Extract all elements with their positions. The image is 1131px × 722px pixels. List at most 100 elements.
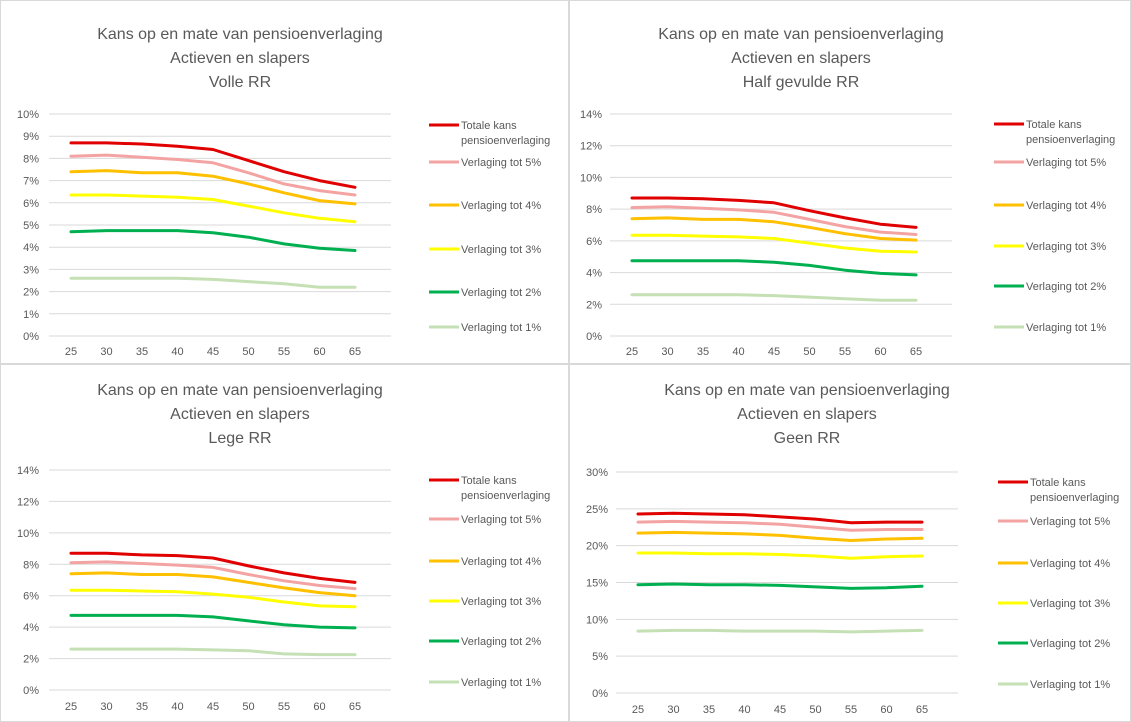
x-tick-label: 60 bbox=[874, 346, 886, 358]
y-tick-label: 2% bbox=[586, 299, 602, 311]
chart-title-line-3: Lege RR bbox=[208, 430, 271, 447]
x-tick-label: 45 bbox=[207, 346, 219, 358]
y-tick-label: 0% bbox=[592, 688, 608, 700]
x-tick-label: 50 bbox=[242, 346, 254, 358]
legend-label-verlaging-tot-5pct: Verlaging tot 5% bbox=[1030, 516, 1110, 528]
y-tick-label: 0% bbox=[586, 331, 602, 343]
y-tick-label: 15% bbox=[586, 578, 608, 590]
series-line-verlaging-tot-5pct bbox=[630, 205, 918, 236]
series-line-totale-kans-pensioenverlaging bbox=[69, 141, 357, 189]
x-tick-label: 55 bbox=[278, 701, 290, 713]
y-tick-label: 4% bbox=[23, 242, 39, 254]
y-tick-label: 2% bbox=[23, 654, 39, 666]
y-tick-label: 8% bbox=[586, 204, 602, 216]
x-tick-label: 55 bbox=[278, 346, 290, 358]
legend-label-verlaging-tot-5pct: Verlaging tot 5% bbox=[461, 514, 541, 526]
x-tick-label: 65 bbox=[349, 701, 361, 713]
chart-panel-volle-rr: Kans op en mate van pensioenverlaging Act… bbox=[1, 1, 568, 363]
y-tick-label: 9% bbox=[23, 131, 39, 143]
legend-label-totale-kans-pensioenverlaging: Totale kans pensioenverlaging bbox=[1026, 119, 1115, 146]
x-tick-label: 55 bbox=[845, 704, 857, 716]
y-tick-label: 30% bbox=[586, 467, 608, 479]
x-tick-label: 25 bbox=[626, 346, 638, 358]
series-line-verlaging-tot-3pct bbox=[630, 233, 918, 254]
series-line-totale-kans-pensioenverlaging bbox=[69, 551, 357, 584]
series-line-verlaging-tot-5pct bbox=[69, 153, 357, 197]
series-line-verlaging-tot-5pct bbox=[69, 560, 357, 591]
chart-title-line-2: Actieven en slapers bbox=[731, 50, 871, 67]
y-tick-label: 5% bbox=[23, 220, 39, 232]
y-tick-label: 2% bbox=[23, 287, 39, 299]
series-line-verlaging-tot-1pct bbox=[636, 628, 924, 634]
x-tick-label: 40 bbox=[171, 346, 183, 358]
x-tick-label: 65 bbox=[349, 346, 361, 358]
x-tick-label: 40 bbox=[732, 346, 744, 358]
chart-title-line-3: Half gevulde RR bbox=[743, 74, 860, 91]
series-line-verlaging-tot-1pct bbox=[69, 276, 357, 289]
chart-title-line-3: Geen RR bbox=[774, 430, 841, 447]
chart-panel-lege-rr: Kans op en mate van pensioenverlaging Act… bbox=[1, 365, 568, 721]
legend-label-totale-kans-pensioenverlaging: Totale kans pensioenverlaging bbox=[461, 120, 550, 147]
y-tick-label: 0% bbox=[23, 331, 39, 343]
legend-label-verlaging-tot-3pct: Verlaging tot 3% bbox=[461, 596, 541, 608]
legend-label-verlaging-tot-3pct: Verlaging tot 3% bbox=[1026, 241, 1106, 253]
y-tick-label: 4% bbox=[586, 268, 602, 280]
series-line-verlaging-tot-2pct bbox=[69, 613, 357, 630]
legend-label-verlaging-tot-1pct: Verlaging tot 1% bbox=[1026, 322, 1106, 334]
x-tick-label: 50 bbox=[809, 704, 821, 716]
x-tick-label: 45 bbox=[768, 346, 780, 358]
x-tick-label: 40 bbox=[171, 701, 183, 713]
x-tick-label: 35 bbox=[136, 701, 148, 713]
chart-panel-geen-rr: Kans op en mate van pensioenverlaging Act… bbox=[570, 365, 1130, 721]
chart-title-line-1: Kans op en mate van pensioenverlaging bbox=[658, 26, 944, 43]
series-line-totale-kans-pensioenverlaging bbox=[630, 196, 918, 229]
series-line-verlaging-tot-4pct bbox=[69, 169, 357, 206]
x-tick-label: 25 bbox=[65, 701, 77, 713]
x-tick-label: 50 bbox=[803, 346, 815, 358]
chart-panel-half-gevulde-rr: Kans op en mate van pensioenverlaging Act… bbox=[570, 1, 1130, 363]
x-tick-label: 25 bbox=[632, 704, 644, 716]
x-tick-label: 30 bbox=[667, 704, 679, 716]
y-tick-label: 0% bbox=[23, 685, 39, 697]
chart-title-line-1: Kans op en mate van pensioenverlaging bbox=[664, 382, 950, 399]
legend-label-verlaging-tot-3pct: Verlaging tot 3% bbox=[461, 244, 541, 256]
y-tick-label: 14% bbox=[580, 109, 602, 121]
x-tick-label: 35 bbox=[136, 346, 148, 358]
series-line-verlaging-tot-1pct bbox=[69, 647, 357, 657]
x-tick-label: 45 bbox=[774, 704, 786, 716]
legend-label-verlaging-tot-4pct: Verlaging tot 4% bbox=[461, 200, 541, 212]
series-line-verlaging-tot-3pct bbox=[636, 551, 924, 560]
legend-label-verlaging-tot-5pct: Verlaging tot 5% bbox=[1026, 157, 1106, 169]
series-line-verlaging-tot-3pct bbox=[69, 588, 357, 609]
series-line-verlaging-tot-4pct bbox=[69, 571, 357, 598]
x-tick-label: 55 bbox=[839, 346, 851, 358]
series-line-verlaging-tot-2pct bbox=[630, 259, 918, 277]
line-chart-geen-rr: Kans op en mate van pensioenverlaging Act… bbox=[586, 382, 1119, 716]
legend-label-verlaging-tot-1pct: Verlaging tot 1% bbox=[461, 677, 541, 689]
chart-title-line-2: Actieven en slapers bbox=[170, 406, 310, 423]
y-tick-label: 5% bbox=[592, 651, 608, 663]
line-chart-volle-rr: Kans op en mate van pensioenverlaging Act… bbox=[17, 26, 550, 358]
y-tick-label: 10% bbox=[586, 614, 608, 626]
legend-label-verlaging-tot-4pct: Verlaging tot 4% bbox=[1030, 558, 1110, 570]
x-tick-label: 30 bbox=[100, 701, 112, 713]
x-tick-label: 30 bbox=[661, 346, 673, 358]
x-tick-label: 50 bbox=[242, 701, 254, 713]
series-line-verlaging-tot-4pct bbox=[630, 216, 918, 242]
x-tick-label: 35 bbox=[703, 704, 715, 716]
legend-label-verlaging-tot-1pct: Verlaging tot 1% bbox=[1030, 679, 1110, 691]
x-tick-label: 65 bbox=[910, 346, 922, 358]
legend-label-verlaging-tot-2pct: Verlaging tot 2% bbox=[461, 287, 541, 299]
x-tick-label: 25 bbox=[65, 346, 77, 358]
y-tick-label: 3% bbox=[23, 264, 39, 276]
y-tick-label: 20% bbox=[586, 541, 608, 553]
y-tick-label: 14% bbox=[17, 465, 39, 477]
y-tick-label: 8% bbox=[23, 559, 39, 571]
legend-label-verlaging-tot-2pct: Verlaging tot 2% bbox=[1026, 281, 1106, 293]
legend-label-verlaging-tot-3pct: Verlaging tot 3% bbox=[1030, 598, 1110, 610]
chart-title-line-1: Kans op en mate van pensioenverlaging bbox=[97, 26, 383, 43]
x-tick-label: 35 bbox=[697, 346, 709, 358]
y-tick-label: 10% bbox=[17, 109, 39, 121]
series-line-verlaging-tot-2pct bbox=[69, 229, 357, 252]
series-line-verlaging-tot-4pct bbox=[636, 530, 924, 542]
